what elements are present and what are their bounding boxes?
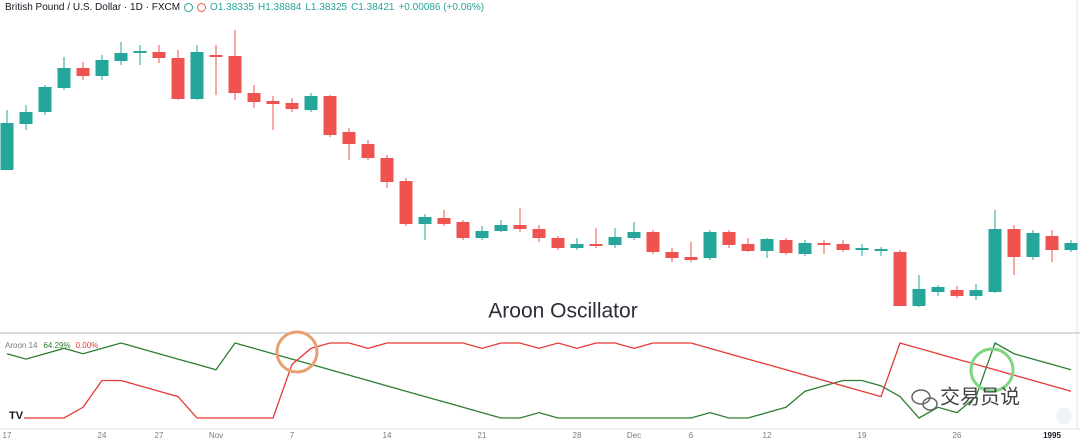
candle-body [228, 56, 242, 93]
candle-body [38, 87, 52, 112]
candle-body [247, 93, 261, 102]
candle-body [589, 244, 603, 246]
candle-body [171, 58, 185, 99]
symbol-header: British Pound / U.S. Dollar · 1D · FXCM … [5, 2, 484, 13]
candle-body [779, 240, 793, 253]
candle-body [532, 229, 546, 238]
scroll-button[interactable] [1056, 408, 1072, 424]
ohlc-value: H1.38884 [257, 2, 302, 13]
candle-body [456, 222, 470, 238]
candle-body [627, 232, 641, 238]
watermark-icon [911, 389, 938, 411]
candle-body [950, 290, 964, 296]
candle-body [19, 112, 33, 124]
x-tick-label: 26 [953, 431, 962, 440]
candle-body [380, 158, 394, 182]
x-tick-label: Nov [209, 431, 223, 440]
candle-body [703, 232, 717, 258]
x-tick-label: 21 [478, 431, 487, 440]
highlight-circle [275, 330, 319, 374]
candle-body [114, 53, 128, 61]
indicator-name: Aroon 14 [5, 341, 38, 350]
candle-body [76, 68, 90, 76]
indicator-line [7, 342, 1072, 419]
candle-body [646, 232, 660, 252]
candle-body [0, 123, 14, 170]
candle-body [266, 101, 280, 104]
indicator-pane [6, 342, 1072, 419]
time-axis: 17 24 27 Nov 7 14 21 28 Dec 6 12 19 26 1995 [3, 431, 1062, 440]
symbol-title: British Pound / U.S. Dollar · 1D · FXCM [5, 2, 181, 13]
candle-body [988, 229, 1002, 292]
candle-body [893, 252, 907, 306]
candle-body [912, 289, 926, 306]
candle-body [798, 243, 812, 254]
x-tick-label: 19 [858, 431, 867, 440]
candle-body [760, 239, 774, 251]
candle-body [1064, 243, 1078, 250]
candle-body [836, 244, 850, 250]
candle-body [95, 60, 109, 76]
indicator-line [6, 342, 1072, 419]
x-tick-label: 24 [98, 431, 107, 440]
watermark: 交易员说 [940, 385, 1020, 408]
annotation: Aroon Oscillator [488, 300, 637, 323]
highlight-circle [969, 347, 1015, 393]
x-tick-label: 27 [155, 431, 164, 440]
x-tick-label: 28 [573, 431, 582, 440]
price-pane [0, 30, 1078, 307]
tv-logo: TV [6, 408, 24, 422]
candle-body [304, 96, 318, 110]
candle-body [1045, 236, 1059, 250]
candle-body [190, 52, 204, 99]
candle-body [361, 144, 375, 158]
candle-body [608, 237, 622, 245]
candle-body [437, 218, 451, 224]
candle-body [399, 181, 413, 224]
candle-body [665, 252, 679, 258]
candle-body [855, 248, 869, 250]
indicator-value: 64.29% [43, 341, 70, 350]
candle-body [475, 231, 489, 238]
candle-body [285, 103, 299, 109]
ohlc-value: L1.38325 [305, 2, 348, 13]
ohlc-change: +0.00086 (+0.06%) [398, 2, 485, 13]
candle-body [133, 51, 147, 53]
candle-body [570, 244, 584, 248]
candle-body [874, 249, 888, 251]
candle-body [342, 132, 356, 144]
candle-body [1026, 233, 1040, 257]
x-tick-label: 6 [689, 431, 694, 440]
candle-body [551, 238, 565, 248]
candle-body [418, 217, 432, 224]
candle-body [1007, 229, 1021, 257]
x-tick-label: 14 [383, 431, 392, 440]
indicator-value: 0.00% [76, 341, 99, 350]
ohlc-value: C1.38421 [351, 2, 395, 13]
candle-body [513, 225, 527, 229]
x-tick-label: 17 [3, 431, 12, 440]
candle-body [817, 243, 831, 245]
candle-body [494, 225, 508, 231]
x-tick-label: Dec [627, 431, 641, 440]
candle-body [969, 290, 983, 296]
candle-body [323, 96, 337, 135]
candle-body [209, 55, 223, 57]
candle-body [741, 244, 755, 251]
x-tick-label: 1995 [1043, 431, 1061, 440]
x-tick-label: 7 [290, 431, 295, 440]
svg-text:TV: TV [9, 410, 24, 422]
candle-body [722, 232, 736, 245]
candle-body [684, 257, 698, 260]
candle-body [931, 287, 945, 292]
ohlc-value: O1.38335 [210, 2, 254, 13]
candle-body [152, 52, 166, 58]
status-dot [197, 3, 207, 12]
candle-body [57, 68, 71, 88]
x-tick-label: 12 [763, 431, 772, 440]
status-dot [184, 3, 194, 12]
